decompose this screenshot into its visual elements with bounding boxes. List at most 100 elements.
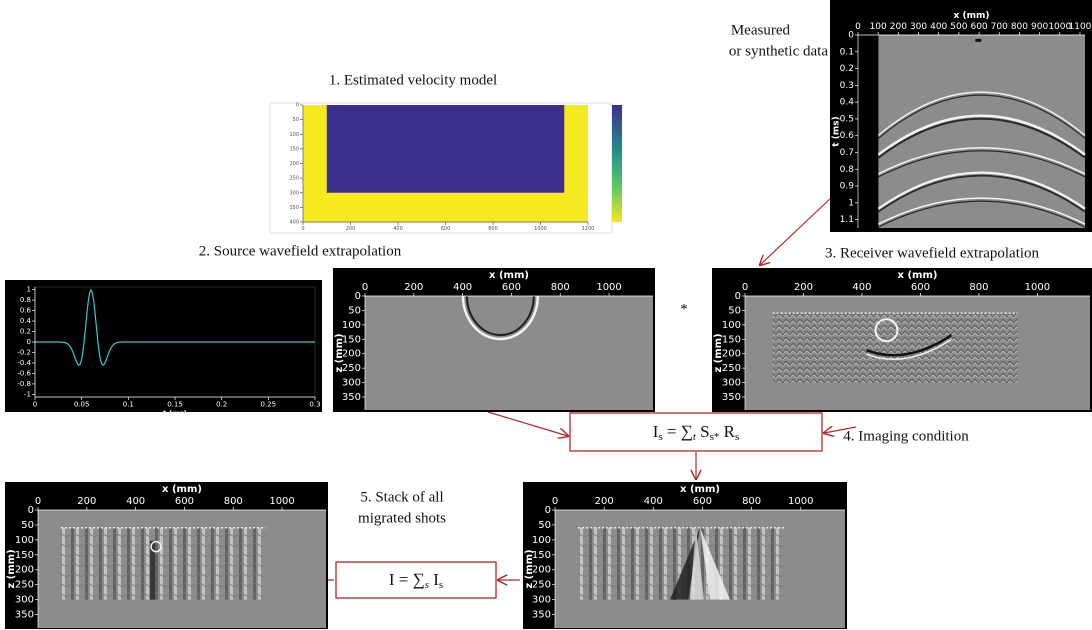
x-tick-label: 300 <box>910 22 927 32</box>
step-caption: 1. Estimated velocity model <box>329 72 497 88</box>
y-tick-label: 100 <box>532 535 551 546</box>
y-tick-label: 250 <box>289 176 299 182</box>
y-tick-label: 350 <box>289 205 299 211</box>
x-tick-label: 800 <box>488 226 498 232</box>
data-caption: or synthetic data <box>729 43 828 59</box>
page: { "labels": { "step1": "1. Estimated vel… <box>0 0 1092 630</box>
diagram: 1. Estimated velocity model 2. Source wa… <box>0 0 1092 630</box>
x-tick-label: 0.25 <box>261 401 277 409</box>
x-tick-label: 600 <box>911 282 930 293</box>
y-tick-label: 0.3 <box>840 81 854 91</box>
y-tick-label: 200 <box>15 565 34 576</box>
y-tick-label: 300 <box>15 595 34 606</box>
stack-formula: I = ∑s Is <box>389 570 443 591</box>
y-tick-label: 200 <box>289 161 299 167</box>
y-tick-label: 0 <box>296 103 299 109</box>
y-tick-label: 1 <box>848 198 854 208</box>
step-caption: 4. Imaging condition <box>843 428 969 444</box>
y-tick-label: 350 <box>342 392 361 403</box>
x-tick-label: 600 <box>502 282 521 293</box>
x-tick-label: 800 <box>1011 22 1028 32</box>
y-tick-label: 200 <box>722 349 741 360</box>
source-mark <box>975 39 981 42</box>
colorbar <box>612 105 622 222</box>
y-tick-label: -0.6 <box>17 369 31 377</box>
imaging-formula: Is = ∑t Ss* Rs <box>653 422 740 443</box>
x-tick-label: 0 <box>301 226 304 232</box>
y-tick-label: 1 <box>27 286 31 294</box>
y-tick-label: 350 <box>532 610 551 621</box>
x-tick-label: 400 <box>126 496 145 507</box>
y-tick-label: 250 <box>722 363 741 374</box>
x-tick-label: 600 <box>693 496 712 507</box>
y-axis-label: z (mm) <box>524 549 535 588</box>
y-tick-label: 0.1 <box>840 47 854 57</box>
panel-background <box>5 280 322 412</box>
y-tick-label: 0 <box>735 291 741 302</box>
x-axis-label: x (mm) <box>898 270 938 281</box>
x-tick-label: 400 <box>644 496 663 507</box>
y-tick-label: 50 <box>348 305 361 316</box>
x-axis-label: x (mm) <box>954 11 990 21</box>
y-tick-label: 300 <box>342 378 361 389</box>
y-tick-label: 0.4 <box>20 317 32 325</box>
x-tick-label: 400 <box>393 226 403 232</box>
y-tick-label: 0 <box>28 505 34 516</box>
y-tick-label: 50 <box>293 117 299 123</box>
y-tick-label: 400 <box>289 220 299 226</box>
y-tick-label: 0.7 <box>840 148 854 158</box>
x-tick-label: 1100 <box>1069 22 1092 32</box>
x-tick-label: 600 <box>441 226 451 232</box>
y-tick-label: 150 <box>289 146 299 152</box>
y-axis-label: z (mm) <box>6 549 17 588</box>
y-tick-label: 0 <box>545 505 551 516</box>
x-tick-label: 1200 <box>582 226 595 232</box>
step-caption: 2. Source wavefield extrapolation <box>199 243 402 259</box>
x-tick-label: 500 <box>950 22 967 32</box>
seismogram <box>878 35 1085 228</box>
x-tick-label: 0.1 <box>123 401 134 409</box>
y-axis-label: t (ms) <box>832 116 842 146</box>
velocity-region <box>327 105 565 193</box>
x-tick-label: 800 <box>969 282 988 293</box>
y-tick-label: 250 <box>15 580 34 591</box>
x-tick-label: 0.05 <box>74 401 90 409</box>
arrow <box>760 197 832 265</box>
y-tick-label: -0.4 <box>17 359 31 367</box>
y-tick-label: 100 <box>289 132 299 138</box>
x-axis-label: x (mm) <box>489 270 529 281</box>
y-tick-label: 300 <box>722 378 741 389</box>
y-tick-label: 50 <box>728 305 741 316</box>
wavefield-background <box>365 296 653 410</box>
y-tick-label: 100 <box>15 535 34 546</box>
x-tick-label: 800 <box>224 496 243 507</box>
y-tick-label: 300 <box>289 190 299 196</box>
x-tick-label: 200 <box>595 496 614 507</box>
x-tick-label: 1000 <box>788 496 813 507</box>
x-tick-label: 1000 <box>596 282 621 293</box>
y-tick-label: 0.2 <box>20 328 31 336</box>
y-axis-label: z (mm) <box>334 333 345 372</box>
y-tick-label: 0.2 <box>840 64 854 74</box>
x-tick-label: 1000 <box>1025 282 1050 293</box>
y-tick-label: 0.5 <box>840 114 854 124</box>
step-caption: 5. Stack of all <box>360 489 443 505</box>
x-tick-label: 200 <box>794 282 813 293</box>
x-tick-label: 0 <box>35 496 41 507</box>
x-tick-label: 200 <box>346 226 356 232</box>
x-tick-label: 200 <box>77 496 96 507</box>
x-axis-label: t (ms) <box>163 410 187 418</box>
data-caption: Measured <box>731 22 791 38</box>
x-tick-label: 400 <box>930 22 947 32</box>
x-tick-label: 400 <box>453 282 472 293</box>
x-axis-label: x (mm) <box>680 484 720 495</box>
x-tick-label: 0 <box>742 282 748 293</box>
y-tick-label: 150 <box>722 334 741 345</box>
x-tick-label: 800 <box>551 282 570 293</box>
x-tick-label: 1000 <box>534 226 547 232</box>
x-tick-label: 0.15 <box>167 401 183 409</box>
x-tick-label: 0.3 <box>309 401 320 409</box>
y-tick-label: 0 <box>848 31 854 41</box>
y-tick-label: 300 <box>532 595 551 606</box>
step-caption: 3. Receiver wavefield extrapolation <box>825 245 1040 261</box>
